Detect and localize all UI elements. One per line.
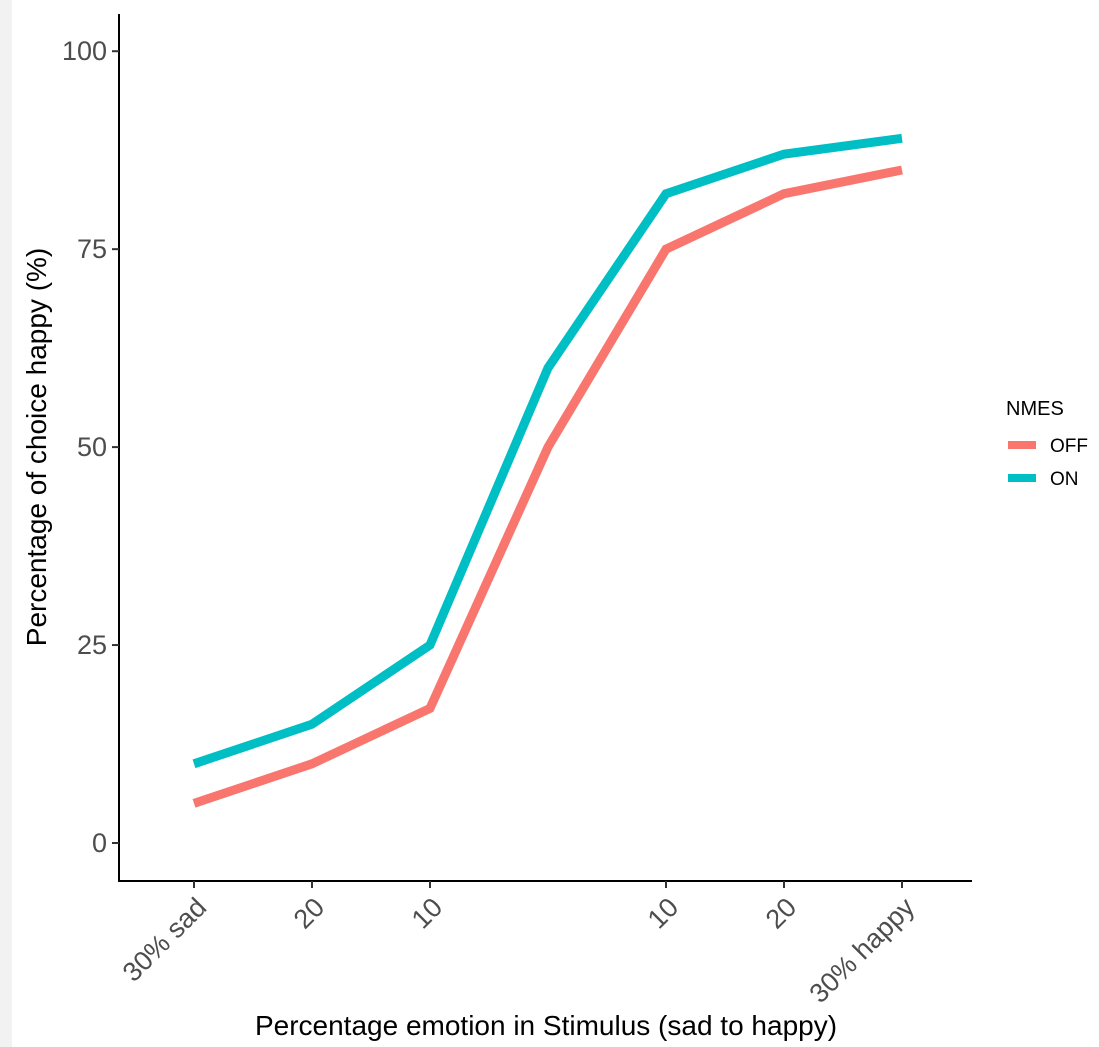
x-tick-label: 30% sad (117, 892, 213, 988)
y-tick-label: 50 (77, 432, 107, 462)
x-axis-title: Percentage emotion in Stimulus (sad to h… (255, 1010, 837, 1041)
legend-items: OFF ON (1008, 436, 1088, 490)
y-axis-title: Percentage of choice happy (%) (21, 248, 52, 646)
x-tick-label: 30% happy (803, 892, 920, 1009)
y-tick-label: 0 (92, 828, 107, 858)
legend: NMES OFF ON (1006, 398, 1088, 490)
chart-panel: 0 25 50 75 100 30% sad 20 10 10 20 30% happy Perc… (12, 0, 1099, 1047)
series-lines (192, 133, 903, 808)
x-tick-label: 10 (406, 892, 448, 934)
legend-title: NMES (1006, 398, 1064, 420)
series-line-on (192, 133, 903, 769)
legend-label-on: ON (1050, 469, 1079, 490)
y-tick-label: 100 (62, 36, 107, 66)
legend-label-off: OFF (1050, 436, 1088, 457)
series-line-off (192, 165, 903, 808)
x-tick-label: 10 (642, 892, 684, 934)
x-tick-label: 20 (760, 892, 802, 934)
y-tick-label: 75 (77, 234, 107, 264)
y-tick-label: 25 (77, 630, 107, 660)
x-ticks: 30% sad 20 10 10 20 30% happy (117, 881, 921, 1009)
x-tick-label: 20 (288, 892, 330, 934)
y-ticks: 0 25 50 75 100 (62, 36, 119, 858)
